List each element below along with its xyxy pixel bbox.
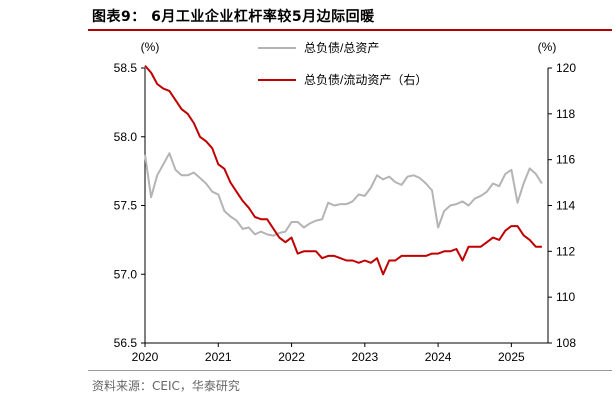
left-tick-label: 57.5 — [114, 199, 138, 213]
right-axis-unit: (%) — [538, 40, 557, 54]
legend-label-2: 总负债/流动资产（右） — [304, 72, 427, 87]
x-tick-label: 2024 — [425, 350, 452, 364]
chart-title: 图表9： 6月工业企业杠杆率较5月边际回暖 — [92, 9, 375, 25]
x-tick-label: 2022 — [278, 350, 305, 364]
right-tick-label: 112 — [556, 244, 575, 258]
left-tick-label: 58.5 — [114, 61, 138, 75]
legend-label-1: 总负债/总资产 — [304, 41, 379, 55]
left-tick-label: 56.5 — [114, 336, 138, 350]
series-line-2 — [144, 65, 542, 276]
x-tick-label: 2020 — [132, 350, 159, 364]
right-tick-label: 118 — [556, 107, 575, 121]
right-tick-label: 114 — [556, 199, 575, 213]
left-axis-unit: (%) — [141, 40, 160, 54]
series-line-1 — [144, 152, 543, 237]
source-note: 资料来源：CEIC，华泰研究 — [92, 379, 240, 393]
x-tick-label: 2025 — [498, 350, 525, 364]
x-tick-label: 2023 — [351, 350, 378, 364]
right-tick-label: 120 — [556, 61, 576, 75]
title-divider — [88, 29, 612, 31]
right-tick-label: 108 — [556, 336, 576, 350]
left-tick-label: 57.0 — [114, 267, 138, 281]
right-tick-label: 110 — [556, 290, 575, 304]
footer-divider — [88, 370, 612, 371]
left-tick-label: 58.0 — [114, 130, 138, 144]
right-tick-label: 116 — [556, 153, 575, 167]
x-tick-label: 2021 — [205, 350, 232, 364]
